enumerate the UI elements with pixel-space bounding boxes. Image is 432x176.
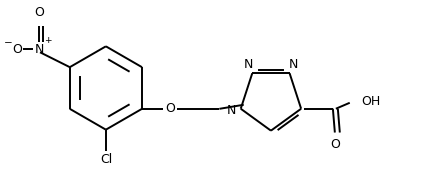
Text: +: + <box>44 36 52 45</box>
Text: O: O <box>330 139 340 152</box>
Text: N: N <box>244 58 253 71</box>
Text: Cl: Cl <box>100 153 112 166</box>
Text: N: N <box>289 58 298 71</box>
Text: O: O <box>12 43 22 56</box>
Text: N: N <box>35 43 44 56</box>
Text: −: − <box>4 38 13 48</box>
Text: N: N <box>227 104 236 117</box>
Text: OH: OH <box>362 95 381 108</box>
Text: O: O <box>34 6 44 18</box>
Text: O: O <box>165 102 175 115</box>
